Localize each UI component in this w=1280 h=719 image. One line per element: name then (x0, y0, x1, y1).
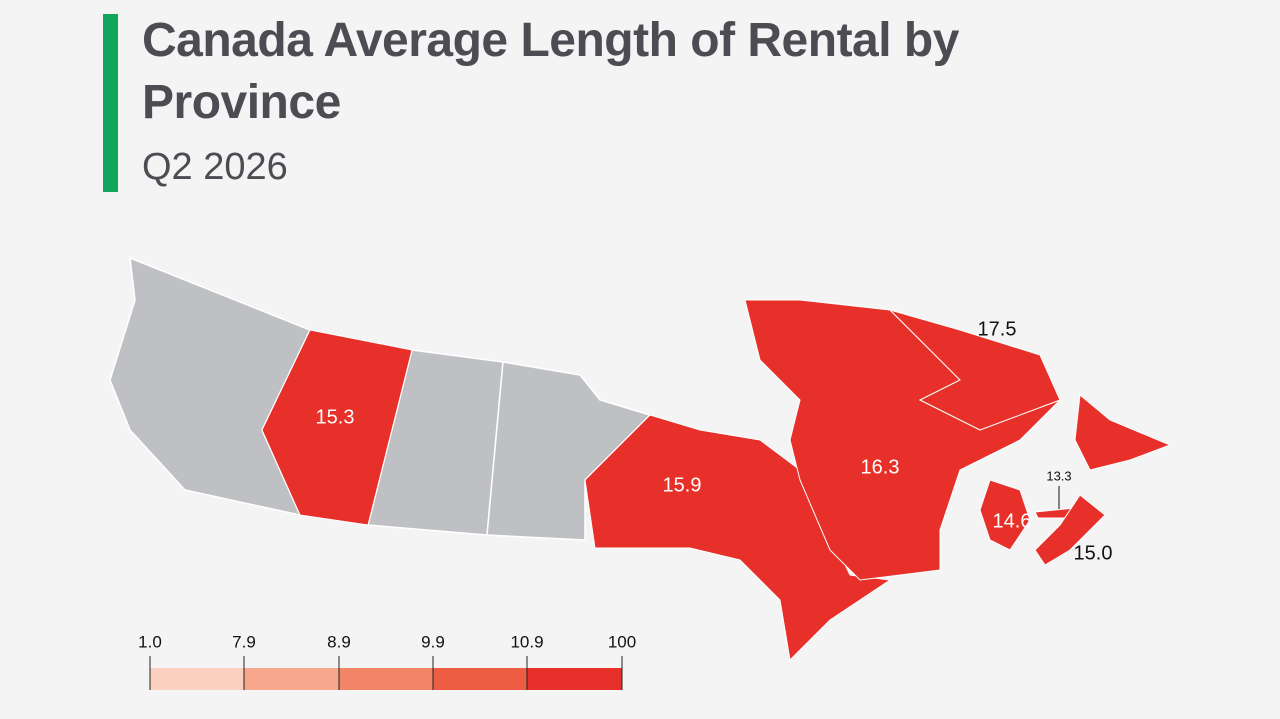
province (1074, 394, 1172, 471)
province (979, 479, 1031, 551)
value-label: 16.3 (861, 456, 900, 478)
legend-bin (433, 668, 527, 690)
legend-bin (150, 668, 244, 690)
value-label: 17.5 (978, 318, 1017, 340)
legend-label: 8.9 (327, 632, 351, 651)
value-label: 13.3 (1046, 468, 1071, 483)
legend-bin (527, 668, 622, 690)
legend-label: 10.9 (510, 632, 543, 651)
legend-label: 100 (608, 632, 636, 651)
legend-bin (244, 668, 339, 690)
legend-label: 9.9 (421, 632, 445, 651)
subtitle: Q2 2026 (142, 146, 288, 188)
legend-label: 1.0 (138, 632, 162, 651)
province (888, 308, 1061, 431)
value-label: 14.6 (993, 510, 1032, 532)
value-label: 15.0 (1074, 542, 1113, 564)
legend-label: 7.9 (232, 632, 256, 651)
province (109, 256, 312, 517)
province (261, 329, 413, 526)
province (1034, 494, 1106, 566)
accent-bar (103, 14, 118, 192)
value-label: 15.3 (316, 406, 355, 428)
title: Canada Average Length of Rental by Provi… (142, 14, 959, 129)
province (584, 414, 892, 662)
value-label: 15.9 (663, 474, 702, 496)
legend-bin (339, 668, 433, 690)
